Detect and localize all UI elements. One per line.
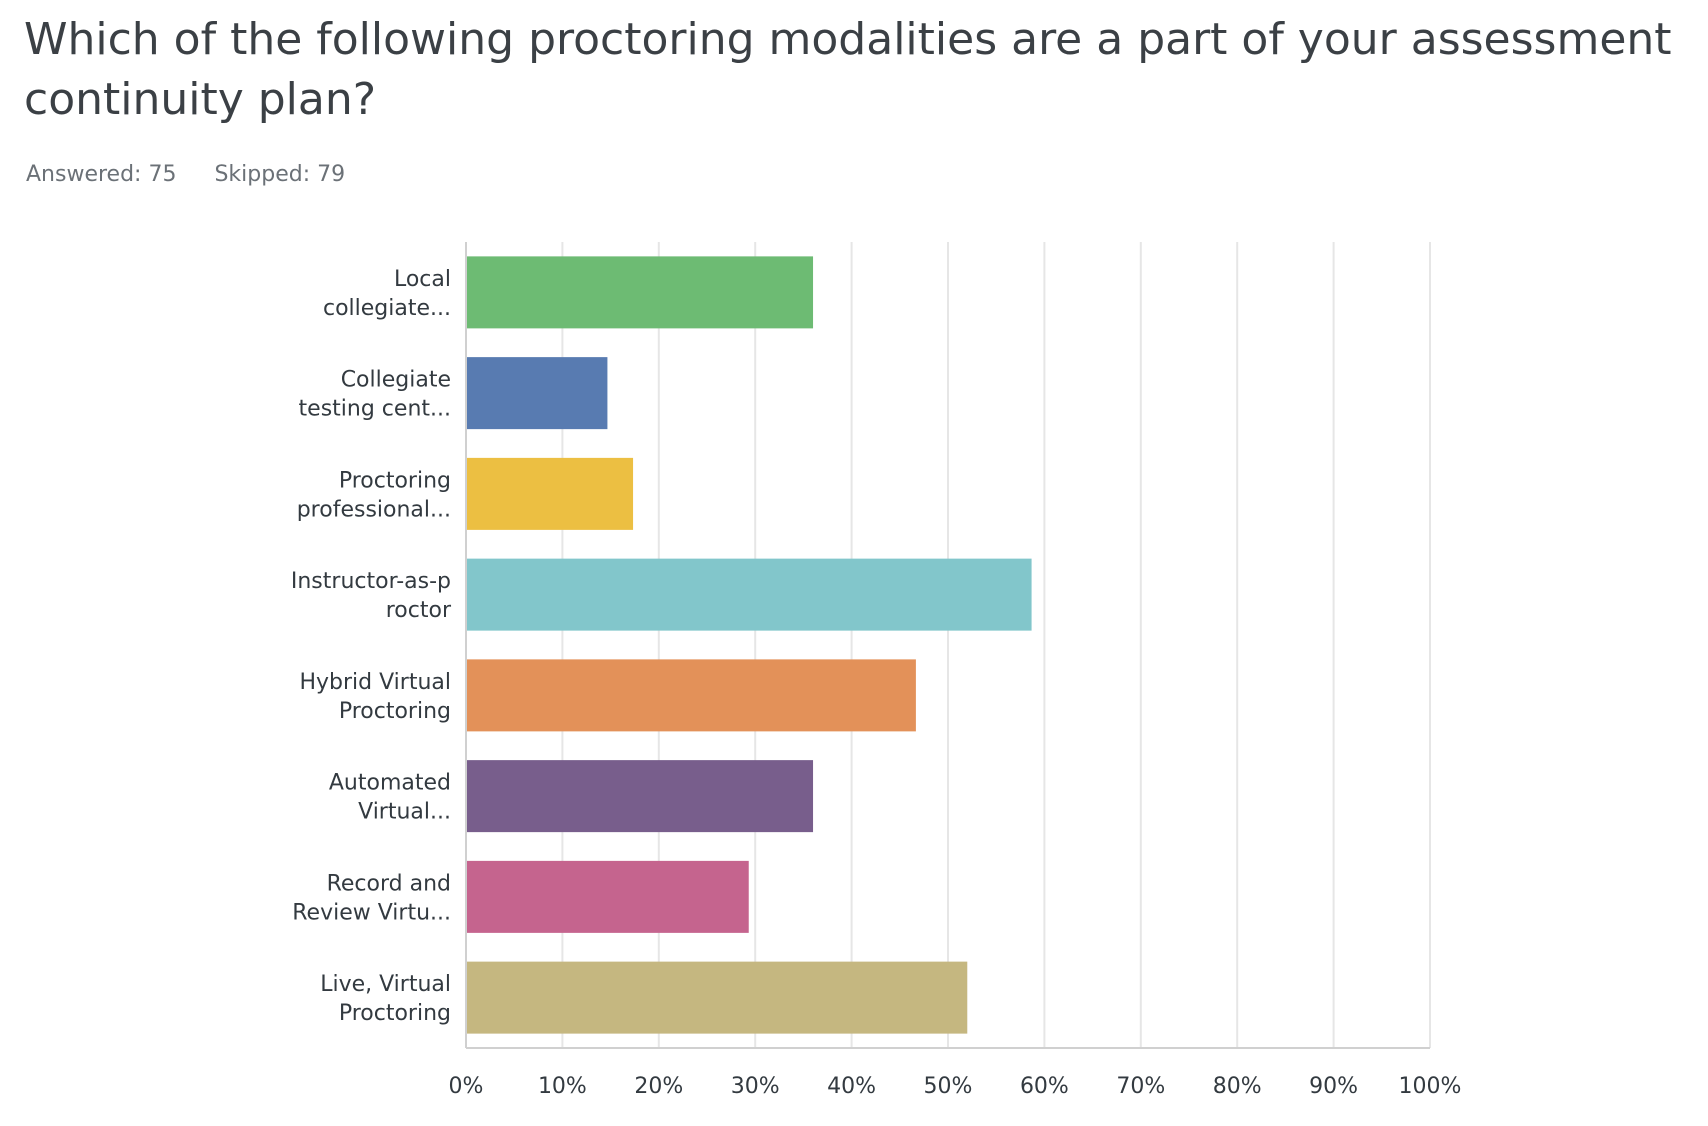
x-tick-label: 0% xyxy=(449,1074,484,1099)
label-layer: 0% 10% 20% 30% 40% 50% 60% 70% 80% 90% 100% Local co… xyxy=(291,267,1462,1099)
category-label: testing cent... xyxy=(299,397,451,422)
x-tick-label: 40% xyxy=(827,1074,876,1099)
category-label: Virtual... xyxy=(358,800,451,825)
x-tick-label: 100% xyxy=(1399,1074,1462,1099)
bar[interactable] xyxy=(467,558,1032,631)
bar[interactable] xyxy=(467,256,814,329)
response-stats: Answered: 75 Skipped: 79 xyxy=(26,162,345,187)
question-title: Which of the following proctoring modali… xyxy=(24,14,1672,125)
x-tick-label: 90% xyxy=(1309,1074,1358,1099)
x-tick-label: 30% xyxy=(731,1074,780,1099)
bar[interactable] xyxy=(467,760,814,833)
answered-count: Answered: 75 xyxy=(26,162,177,187)
category-label: Proctoring xyxy=(339,468,451,493)
category-label: Live, Virtual xyxy=(320,972,451,997)
category-label: Collegiate xyxy=(341,368,451,393)
bar-layer xyxy=(467,256,1032,1034)
bar[interactable] xyxy=(467,860,749,933)
category-label: roctor xyxy=(386,598,452,623)
category-label: Record and xyxy=(327,871,451,896)
x-tick-label: 50% xyxy=(924,1074,973,1099)
category-label: Review Virtu... xyxy=(292,900,451,925)
bar[interactable] xyxy=(467,961,968,1034)
bar[interactable] xyxy=(467,357,608,430)
x-tick-label: 20% xyxy=(634,1074,683,1099)
x-tick-label: 80% xyxy=(1213,1074,1262,1099)
category-label: Automated xyxy=(329,771,451,796)
category-label: Hybrid Virtual xyxy=(299,670,451,695)
bar[interactable] xyxy=(467,659,916,732)
skipped-count: Skipped: 79 xyxy=(214,162,346,187)
x-tick-label: 10% xyxy=(538,1074,587,1099)
x-tick-label: 70% xyxy=(1116,1074,1165,1099)
category-label: collegiate... xyxy=(323,296,451,321)
category-label: Local xyxy=(394,267,451,292)
x-tick-label: 60% xyxy=(1020,1074,1069,1099)
bar[interactable] xyxy=(467,457,634,530)
category-label: Proctoring xyxy=(339,699,451,724)
category-label: Proctoring xyxy=(339,1001,451,1026)
axis-layer xyxy=(465,242,1430,1049)
category-label: Instructor-as-p xyxy=(291,569,451,594)
category-label: professional... xyxy=(297,497,451,522)
